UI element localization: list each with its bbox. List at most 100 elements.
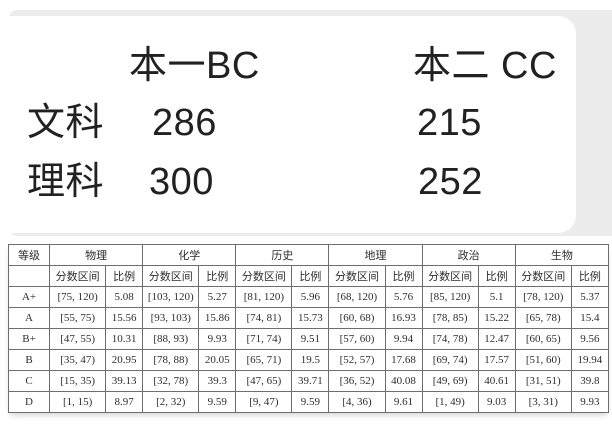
ratio-cell: 5.27 (198, 286, 237, 308)
ratio-cell: 5.08 (105, 286, 144, 308)
empty-header-cell (7, 265, 51, 287)
interval-cell: [65, 71) (235, 349, 293, 371)
ratio-cell: 40.61 (477, 370, 516, 392)
liberal-arts-ben-er-score: 215 (417, 102, 482, 144)
interval-cell: [78, 88) (142, 349, 200, 371)
subject-header-geography: 地理 (328, 244, 423, 266)
interval-cell: [69, 74) (421, 349, 479, 371)
ratio-cell: 9.03 (477, 391, 516, 413)
ratio-cell: 17.57 (477, 349, 516, 371)
ratio-cell: 15.73 (291, 307, 330, 329)
ratio-cell: 15.86 (198, 307, 237, 329)
grade-cell: A+ (7, 286, 51, 308)
interval-header: 分数区间 (328, 265, 386, 287)
ratio-cell: 5.37 (570, 286, 610, 308)
interval-cell: [35, 47) (49, 349, 107, 371)
ratio-cell: 15.56 (105, 307, 144, 329)
ratio-cell: 8.97 (105, 391, 144, 413)
interval-cell: [51, 60) (514, 349, 572, 371)
ratio-cell: 19.5 (291, 349, 330, 371)
interval-cell: [60, 68) (328, 307, 386, 329)
ratio-cell: 19.94 (570, 349, 610, 371)
table-row-c: C [15, 35) 39.13 [32, 78) 39.3 [47, 65) … (7, 370, 610, 392)
interval-cell: [75, 120) (49, 286, 107, 308)
ratio-cell: 20.05 (198, 349, 237, 371)
table-row-d: D [1, 15) 8.97 [2, 32) 9.59 [9, 47) 9.59… (7, 391, 610, 413)
interval-header: 分数区间 (235, 265, 293, 287)
interval-cell: [47, 55) (49, 328, 107, 350)
ratio-header: 比例 (477, 265, 516, 287)
interval-cell: [52, 57) (328, 349, 386, 371)
ratio-cell: 9.93 (198, 328, 237, 350)
interval-cell: [74, 81) (235, 307, 293, 329)
interval-cell: [60, 65) (514, 328, 572, 350)
ratio-cell: 12.47 (477, 328, 516, 350)
grade-cell: B (7, 349, 51, 371)
ratio-cell: 16.93 (384, 307, 423, 329)
science-ben-er-score: 252 (418, 161, 483, 203)
ratio-cell: 17.68 (384, 349, 423, 371)
grade-header-cell: 等级 (7, 244, 51, 266)
ratio-cell: 10.31 (105, 328, 144, 350)
ratio-cell: 9.56 (570, 328, 610, 350)
interval-header: 分数区间 (142, 265, 200, 287)
ratio-header: 比例 (198, 265, 237, 287)
interval-cell: [74, 78) (421, 328, 479, 350)
grade-distribution-table: 等级 物理 化学 历史 地理 政治 生物 分数区间 比例 分数区间 比例 分数区… (7, 244, 610, 413)
interval-header: 分数区间 (421, 265, 479, 287)
interval-cell: [65, 78) (514, 307, 572, 329)
subject-header-row: 等级 物理 化学 历史 地理 政治 生物 (7, 244, 610, 266)
interval-cell: [1, 49) (421, 391, 479, 413)
grade-cell: A (7, 307, 51, 329)
interval-cell: [93, 103) (142, 307, 200, 329)
subject-header-chemistry: 化学 (142, 244, 237, 266)
interval-cell: [9, 47) (235, 391, 293, 413)
interval-cell: [1, 15) (49, 391, 107, 413)
ratio-cell: 5.96 (291, 286, 330, 308)
interval-cell: [2, 32) (142, 391, 200, 413)
ratio-header: 比例 (105, 265, 144, 287)
table-row-b-plus: B+ [47, 55) 10.31 [88, 93) 9.93 [71, 74)… (7, 328, 610, 350)
ratio-header: 比例 (291, 265, 330, 287)
interval-cell: [57, 60) (328, 328, 386, 350)
interval-cell: [103, 120) (142, 286, 200, 308)
ratio-cell: 9.94 (384, 328, 423, 350)
row-label-liberal-arts: 文科 (27, 102, 105, 144)
ratio-cell: 9.59 (198, 391, 237, 413)
table-row-a: A [55, 75) 15.56 [93, 103) 15.86 [74, 81… (7, 307, 610, 329)
grade-cell: B+ (7, 328, 51, 350)
interval-cell: [85, 120) (421, 286, 479, 308)
interval-cell: [88, 93) (142, 328, 200, 350)
interval-cell: [4, 36) (328, 391, 386, 413)
ratio-cell: 9.61 (384, 391, 423, 413)
interval-cell: [68, 120) (328, 286, 386, 308)
column-header-ben-er: 本二 CC (413, 45, 557, 87)
ratio-cell: 5.1 (477, 286, 516, 308)
science-ben-yi-score: 300 (149, 161, 214, 203)
ratio-cell: 39.3 (198, 370, 237, 392)
interval-cell: [71, 74) (235, 328, 293, 350)
ratio-cell: 5.76 (384, 286, 423, 308)
interval-header: 分数区间 (514, 265, 572, 287)
subject-header-biology: 生物 (514, 244, 610, 266)
ratio-header: 比例 (570, 265, 610, 287)
ratio-cell: 39.71 (291, 370, 330, 392)
table-row-b: B [35, 47) 20.95 [78, 88) 20.05 [65, 71)… (7, 349, 610, 371)
ratio-cell: 9.93 (570, 391, 610, 413)
ratio-cell: 15.22 (477, 307, 516, 329)
ratio-cell: 9.59 (291, 391, 330, 413)
ratio-cell: 39.13 (105, 370, 144, 392)
ratio-cell: 40.08 (384, 370, 423, 392)
grade-cell: D (7, 391, 51, 413)
column-header-ben-yi: 本一BC (129, 45, 260, 87)
subject-header-physics: 物理 (49, 244, 144, 266)
interval-cell: [15, 35) (49, 370, 107, 392)
ratio-header: 比例 (384, 265, 423, 287)
subject-header-politics: 政治 (421, 244, 516, 266)
liberal-arts-ben-yi-score: 286 (152, 102, 217, 144)
ratio-cell: 39.8 (570, 370, 610, 392)
interval-cell: [78, 85) (421, 307, 479, 329)
ratio-cell: 15.4 (570, 307, 610, 329)
score-summary-card (0, 16, 576, 233)
ratio-cell: 9.51 (291, 328, 330, 350)
